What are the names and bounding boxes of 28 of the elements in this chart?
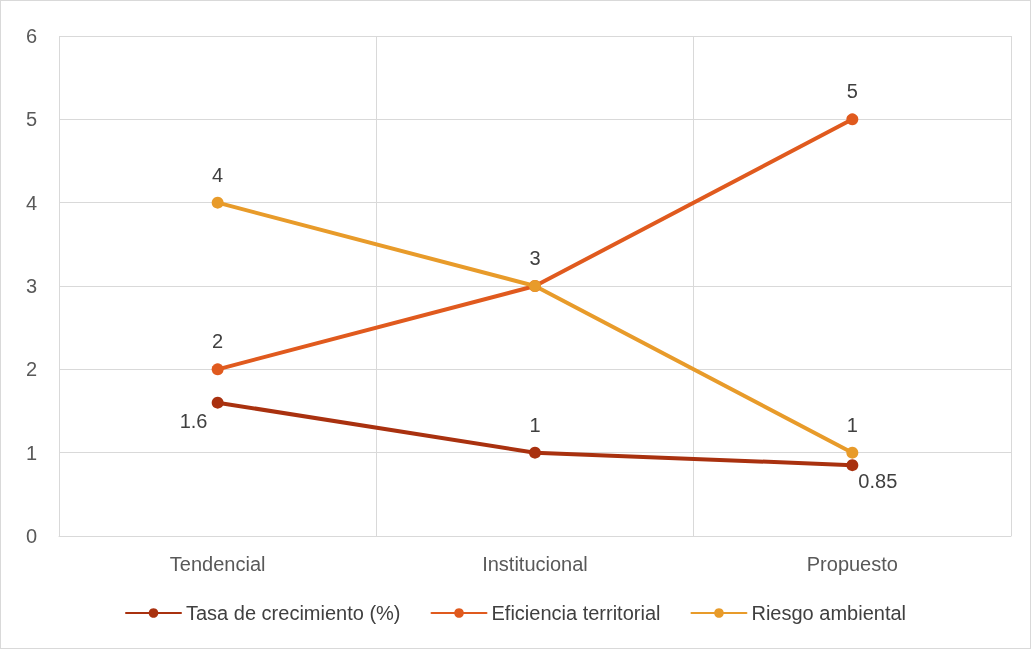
data-label: 0.85 xyxy=(858,470,898,493)
legend-label: Riesgo ambiental xyxy=(751,602,906,624)
point xyxy=(211,196,224,209)
legend-label: Tasa de crecimiento (%) xyxy=(186,602,401,624)
x-tick-label: Institucional xyxy=(482,553,588,575)
legend-label: Eficiencia territorial xyxy=(491,602,661,624)
data-label: 1.6 xyxy=(179,409,208,432)
y-tick-label: 1 xyxy=(25,441,37,464)
y-tick-label: 0 xyxy=(25,525,37,547)
data-label: 1 xyxy=(529,413,541,436)
point xyxy=(529,446,541,459)
data-label: 2 xyxy=(212,330,224,353)
point xyxy=(846,459,859,472)
point xyxy=(211,363,224,376)
y-tick-label: 3 xyxy=(25,275,37,297)
data-label: 5 xyxy=(846,80,858,103)
point xyxy=(846,446,859,459)
point xyxy=(846,113,859,126)
y-tick-label: 4 xyxy=(25,191,37,214)
data-label: 1 xyxy=(846,413,858,436)
y-tick-label: 6 xyxy=(25,25,37,47)
data-label: 4 xyxy=(212,163,224,186)
data-label: 3 xyxy=(529,247,541,269)
y-tick-label: 2 xyxy=(25,358,37,381)
x-tick-label: Propuesto xyxy=(806,553,898,575)
x-tick-label: Tendencial xyxy=(169,553,266,575)
point xyxy=(211,396,224,409)
y-tick-label: 5 xyxy=(25,108,37,131)
